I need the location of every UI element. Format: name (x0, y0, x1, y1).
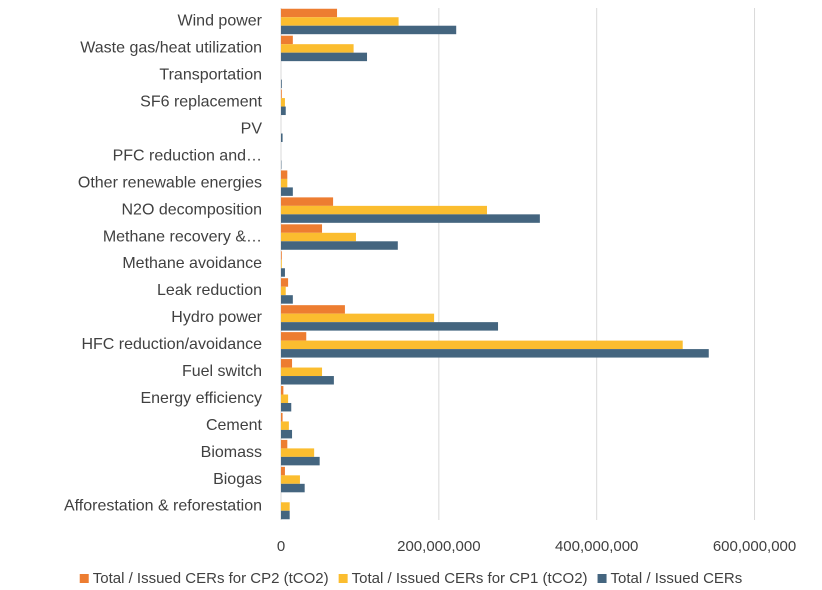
bar (281, 313, 435, 323)
bar (281, 394, 289, 403)
y-tick-label: Cement (206, 417, 263, 434)
y-tick-label: Other renewable energies (78, 174, 262, 191)
y-tick-label: Fuel switch (182, 363, 262, 380)
bar (281, 17, 399, 26)
bar (281, 268, 285, 277)
bar (281, 295, 293, 304)
bar (281, 251, 282, 260)
bar (281, 205, 487, 215)
bar (281, 232, 356, 242)
bar (281, 44, 354, 53)
bar (281, 133, 283, 142)
bar (281, 332, 307, 341)
y-tick-label: N2O decomposition (121, 201, 262, 218)
bar (281, 106, 286, 116)
bar (281, 475, 300, 484)
y-tick-label: Methane avoidance (122, 255, 262, 272)
bar (281, 187, 293, 196)
y-tick-label: Hydro power (171, 309, 262, 326)
bar (281, 386, 284, 395)
bar (281, 421, 289, 430)
bar (281, 170, 288, 179)
x-tick-label: 0 (277, 538, 285, 555)
bar (281, 259, 282, 269)
bar (281, 412, 283, 422)
bar (281, 349, 709, 358)
y-tick-label: Afforestation & reforestation (64, 498, 262, 515)
bar (281, 305, 345, 314)
bar (281, 439, 288, 449)
bar (281, 98, 285, 107)
legend-swatch (597, 574, 607, 583)
x-tick-label: 600,000,000 (713, 538, 796, 555)
y-tick-label: Wind power (178, 13, 263, 30)
bar (281, 466, 285, 476)
bar (281, 483, 305, 493)
bar (281, 178, 288, 188)
legend-swatch (79, 574, 89, 583)
bar (281, 456, 320, 466)
bar (281, 448, 315, 457)
bar (281, 286, 286, 296)
x-tick-label: 200,000,000 (397, 538, 480, 555)
y-tick-label: Biomass (201, 444, 262, 461)
bar (281, 376, 334, 385)
y-tick-label: Methane recovery &… (103, 228, 262, 245)
bar (281, 35, 293, 45)
legend-label: Total / Issued CERs for CP2 (tCO2) (93, 570, 329, 587)
y-tick-label: Biogas (213, 471, 262, 488)
y-tick-label: Transportation (159, 67, 262, 84)
bar (281, 278, 289, 287)
bar (281, 25, 457, 35)
y-tick-label: PV (241, 120, 263, 137)
bar (281, 52, 368, 62)
bar (281, 367, 323, 377)
bar (281, 322, 499, 331)
bar (281, 429, 293, 439)
bar (281, 224, 323, 233)
legend-swatch (338, 574, 348, 583)
y-tick-label: HFC reduction/avoidance (81, 336, 262, 353)
y-tick-label: SF6 replacement (140, 94, 262, 111)
x-tick-label: 400,000,000 (555, 538, 638, 555)
bar (281, 79, 282, 89)
bar (281, 197, 334, 206)
y-tick-label: Waste gas/heat utilization (80, 40, 262, 57)
y-tick-label: PFC reduction and… (113, 147, 262, 164)
bar (281, 340, 683, 350)
legend-label: Total / Issued CERs for CP1 (tCO2) (352, 570, 588, 587)
y-tick-label: Energy efficiency (140, 390, 262, 407)
bar (281, 510, 290, 520)
bar (281, 402, 292, 412)
y-tick-label: Leak reduction (157, 282, 262, 299)
bar (281, 241, 398, 250)
bar (281, 359, 293, 368)
bar (281, 214, 540, 223)
bar (281, 8, 338, 18)
bar (281, 89, 282, 99)
bar (281, 502, 290, 511)
legend-label: Total / Issued CERs (611, 570, 743, 587)
